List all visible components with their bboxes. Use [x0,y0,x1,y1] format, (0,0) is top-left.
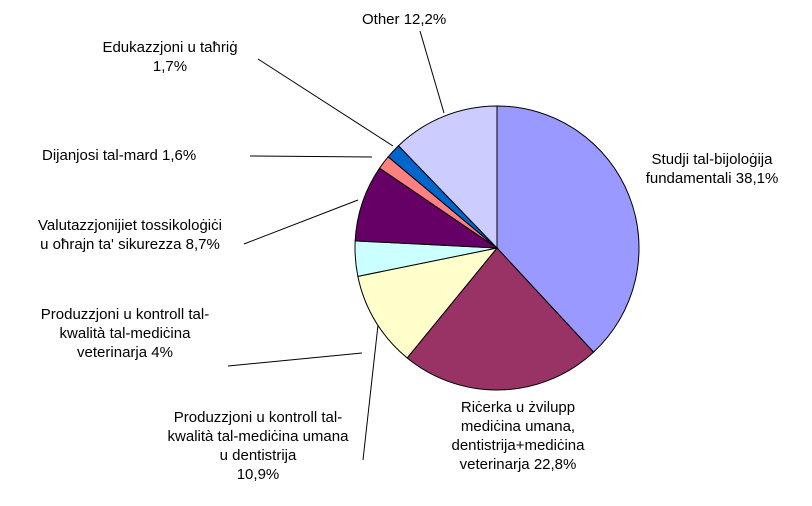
pie-slice [357,247,499,359]
value-label: 8,7% [185,236,220,253]
leader-line [227,352,363,367]
slice-label: Edukazzjoni u taħriġ 1,7% [70,38,270,76]
category-name: Dijanjosi tal-mard [42,147,158,164]
leader-line [249,155,373,158]
pie-slice [406,247,595,391]
slice-label: Other 12,2% [362,10,446,29]
category-name: Studji tal-bijoloġija fundamentali [645,151,773,187]
value-label: 12,2% [403,11,447,28]
category-name: Produzzjoni u kontroll tal-kwalità tal-m… [40,306,210,361]
pie-slice [397,105,498,250]
category-name: Riċerka u żvilupp mediċina umana, dentis… [451,399,585,473]
category-name: Other [362,11,400,28]
leader-line [243,199,359,245]
slice-label: Produzzjoni u kontroll tal-kwalità tal-m… [30,305,220,362]
leader-line [257,58,394,147]
slice-label: Riċerka u żvilupp mediċina umana, dentis… [436,398,600,474]
value-label: 4% [151,344,173,361]
value-label: 1,6% [162,147,197,164]
leader-line [419,30,445,114]
leader-line [362,324,379,461]
value-label: 22,8% [533,456,577,473]
slice-label: Valutazzjonijiet tossikoloġiċi u oħrajn … [32,216,228,254]
category-name: Edukazzjoni u taħriġ [102,39,238,56]
slice-label: Dijanjosi tal-mard 1,6% [42,146,196,165]
value-label: 10,9% [236,466,280,483]
pie-slice [496,105,640,353]
category-name: Produzzjoni u kontroll tal-kwalità tal-m… [167,409,349,464]
value-label: 1,7% [152,58,188,75]
slice-label: Studji tal-bijoloġija fundamentali 38,1% [612,150,812,188]
category-name: Valutazzjonijiet tossikoloġiċi u oħrajn … [38,217,222,253]
slice-label: Produzzjoni u kontroll tal-kwalità tal-m… [163,408,353,484]
value-label: 38,1% [735,170,779,187]
